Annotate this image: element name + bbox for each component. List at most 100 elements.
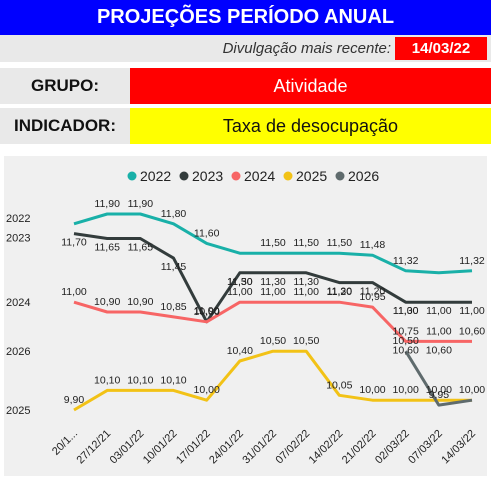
data-label-extra-0: 11,30 xyxy=(227,276,253,288)
data-label-2023-9: 11,20 xyxy=(360,286,386,298)
page-title: PROJEÇÕES PERÍODO ANUAL xyxy=(0,0,491,35)
data-label-2024-5: 11,00 xyxy=(227,286,253,298)
data-label-2022-6: 11,50 xyxy=(260,237,286,249)
data-label-2024-0: 11,00 xyxy=(61,286,87,298)
data-label-2024-3: 10,85 xyxy=(160,301,186,313)
x-tick-label-4: 17/01/22 xyxy=(174,428,213,467)
data-label-2023-11: 11,00 xyxy=(426,305,452,317)
row-label-2025: 2025 xyxy=(6,405,30,417)
legend-marker-2025 xyxy=(283,171,293,181)
data-label-2022-1: 11,90 xyxy=(94,198,120,210)
indicator-value[interactable]: Taxa de desocupação xyxy=(130,108,491,144)
data-label-2025-2: 10,10 xyxy=(127,374,153,386)
data-label-2024-1: 10,90 xyxy=(94,296,120,308)
data-label-2023-10: 11,30 xyxy=(393,305,419,317)
row-label-2022: 2022 xyxy=(6,213,30,225)
data-label-extra-1: 11,00 xyxy=(194,305,220,317)
series-line-2026 xyxy=(404,350,473,407)
x-tick-label-6: 31/01/22 xyxy=(240,428,279,467)
data-label-extra-4: 11,00 xyxy=(393,305,419,317)
data-label-2022-10: 11,32 xyxy=(393,255,419,267)
legend-label-2024: 2024 xyxy=(244,168,275,184)
projection-line-chart: 2022 2023 2024 2025 2026 2022 2023 2024 2025 2026… xyxy=(6,168,485,467)
x-tick-label-11: 07/03/22 xyxy=(406,428,445,467)
legend-marker-2026 xyxy=(335,171,345,181)
data-label-extra-2: 10,60 xyxy=(393,344,419,356)
indicator-label: INDICADOR: xyxy=(0,108,130,144)
data-label-2025-7: 10,50 xyxy=(293,335,319,347)
data-label-2025-5: 10,40 xyxy=(227,345,253,357)
data-label-2025-0: 9,90 xyxy=(64,394,85,406)
indicator-row: INDICADOR: Taxa de desocupação xyxy=(0,108,491,144)
x-tick-label-10: 02/03/22 xyxy=(373,428,412,467)
legend-marker-2022 xyxy=(127,171,137,181)
series-line-2025 xyxy=(73,349,472,412)
data-label-2024-6: 11,00 xyxy=(260,286,286,298)
x-tick-label-7: 07/02/22 xyxy=(274,428,313,467)
data-label-2025-6: 10,50 xyxy=(260,335,286,347)
data-label-2025-10: 10,00 xyxy=(393,384,419,396)
data-label-2022-8: 11,50 xyxy=(327,237,353,249)
data-label-2022-2: 11,90 xyxy=(128,198,154,210)
release-date-value: 14/03/22 xyxy=(395,37,487,60)
legend-label-2023: 2023 xyxy=(192,168,223,184)
data-label-2022-3: 11,80 xyxy=(161,208,187,220)
row-label-2024: 2024 xyxy=(6,297,30,309)
release-date-label: Divulgação mais recente: xyxy=(222,40,391,57)
data-label-2022-7: 11,50 xyxy=(293,237,319,249)
x-tick-label-3: 10/01/22 xyxy=(141,428,180,467)
data-label-2023-12: 11,00 xyxy=(459,305,485,317)
data-label-2026-10: 10,50 xyxy=(393,335,419,347)
x-tick-label-8: 14/02/22 xyxy=(307,428,346,467)
data-label-2023-8: 11,30 xyxy=(327,286,353,298)
chart-panel: 2022 2023 2024 2025 2026 2022 2023 2024 2025 2026… xyxy=(4,156,487,476)
data-label-2025-4: 10,00 xyxy=(194,384,220,396)
data-label-2024-8: 11,20 xyxy=(327,286,353,298)
data-label-2023-1: 11,65 xyxy=(94,242,120,254)
x-tick-label-5: 24/01/22 xyxy=(207,428,246,467)
row-label-2026: 2026 xyxy=(6,346,30,358)
data-label-2024-10: 10,75 xyxy=(393,325,419,337)
group-label: GRUPO: xyxy=(0,68,130,104)
data-label-2025-3: 10,10 xyxy=(160,374,186,386)
row-label-2023: 2023 xyxy=(6,233,30,245)
data-label-2025-12: 10,00 xyxy=(459,384,485,396)
data-label-2024-7: 11,00 xyxy=(293,286,319,298)
group-value[interactable]: Atividade xyxy=(130,68,491,104)
data-label-2023-5: 11,50 xyxy=(227,276,253,288)
group-row: GRUPO: Atividade xyxy=(0,68,491,104)
x-tick-label-1: 27/12/21 xyxy=(75,428,114,467)
data-label-2024-4: 10,80 xyxy=(194,306,220,318)
data-label-2025-11: 10,00 xyxy=(426,384,452,396)
release-date-row: Divulgação mais recente: 14/03/22 xyxy=(0,35,491,62)
x-tick-label-2: 03/01/22 xyxy=(108,428,147,467)
series-line-2022 xyxy=(73,212,473,275)
data-label-2026-11: 9,95 xyxy=(429,389,450,401)
x-tick-label-9: 21/02/22 xyxy=(340,428,379,467)
legend-marker-2024 xyxy=(231,171,241,181)
data-label-2022-12: 11,32 xyxy=(459,255,485,267)
data-label-2022-4: 11,60 xyxy=(194,227,220,239)
legend-label-2022: 2022 xyxy=(140,168,171,184)
data-label-2023-3: 11,45 xyxy=(161,261,187,273)
data-label-2025-8: 10,05 xyxy=(326,379,352,391)
data-label-extra-3: 10,60 xyxy=(426,344,452,356)
data-label-2023-6: 11,30 xyxy=(260,276,286,288)
data-label-2025-9: 10,00 xyxy=(359,384,385,396)
data-label-2023-2: 11,65 xyxy=(128,242,154,254)
series-line-2024 xyxy=(73,300,472,343)
x-tick-label-0: 20/1... xyxy=(50,428,80,458)
data-label-2023-7: 11,30 xyxy=(293,276,319,288)
data-label-2024-12: 10,60 xyxy=(459,325,485,337)
data-label-2025-1: 10,10 xyxy=(94,374,120,386)
data-label-2022-9: 11,48 xyxy=(360,239,386,251)
data-label-2024-11: 11,00 xyxy=(426,325,452,337)
data-label-2023-0: 11,70 xyxy=(61,237,87,249)
x-tick-label-12: 14/03/22 xyxy=(439,428,478,467)
data-label-2024-9: 10,95 xyxy=(359,291,385,303)
series-line-2023 xyxy=(73,232,472,324)
data-label-2024-2: 10,90 xyxy=(127,296,153,308)
legend-label-2025: 2025 xyxy=(296,168,327,184)
legend-marker-2023 xyxy=(179,171,189,181)
legend-label-2026: 2026 xyxy=(348,168,379,184)
